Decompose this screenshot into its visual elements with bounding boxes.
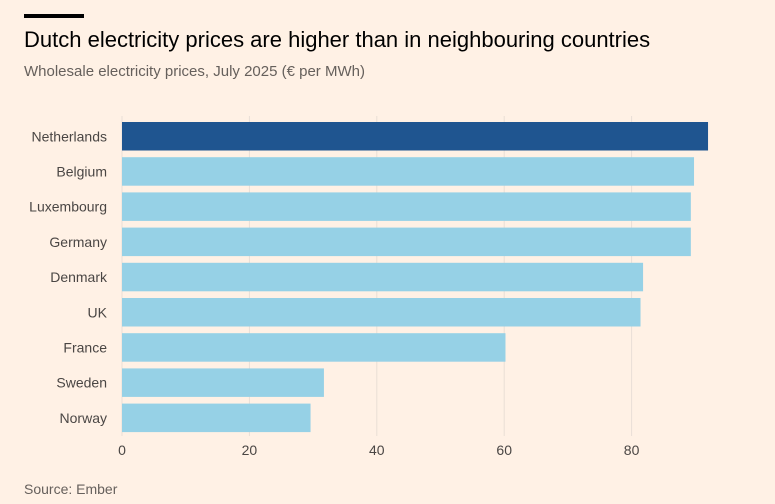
category-label-belgium: Belgium [56,163,107,179]
chart-title: Dutch electricity prices are higher than… [24,27,651,52]
bar-netherlands [122,122,709,151]
bar-belgium [122,157,695,186]
x-tick-label-40: 40 [369,442,385,458]
x-axis-ticks: 0 20 40 60 80 [118,442,639,458]
category-label-germany: Germany [49,234,107,250]
x-tick-label-0: 0 [118,442,126,458]
top-accent-rule [24,14,84,18]
x-tick-label-60: 60 [496,442,512,458]
bar-sweden [122,368,324,397]
category-label-france: France [63,339,107,355]
category-label-norway: Norway [60,410,107,426]
category-label-netherlands: Netherlands [32,128,108,144]
chart-subtitle: Wholesale electricity prices, July 2025 … [24,63,365,80]
bar-uk [122,298,641,327]
category-label-sweden: Sweden [56,375,107,391]
bar-norway [122,403,311,433]
bar-france [122,333,506,362]
bar-germany [122,227,691,257]
category-label-luxembourg: Luxembourg [29,199,107,215]
category-labels: Netherlands Belgium Luxembourg Germany Denma… [29,128,108,426]
x-tick-label-20: 20 [242,442,258,458]
category-label-uk: UK [88,304,108,320]
bar-denmark [122,262,644,292]
bar-luxembourg [122,192,691,221]
category-label-denmark: Denmark [50,269,108,285]
x-tick-label-80: 80 [624,442,640,458]
source-note: Source: Ember [24,481,118,497]
bars [122,122,709,433]
